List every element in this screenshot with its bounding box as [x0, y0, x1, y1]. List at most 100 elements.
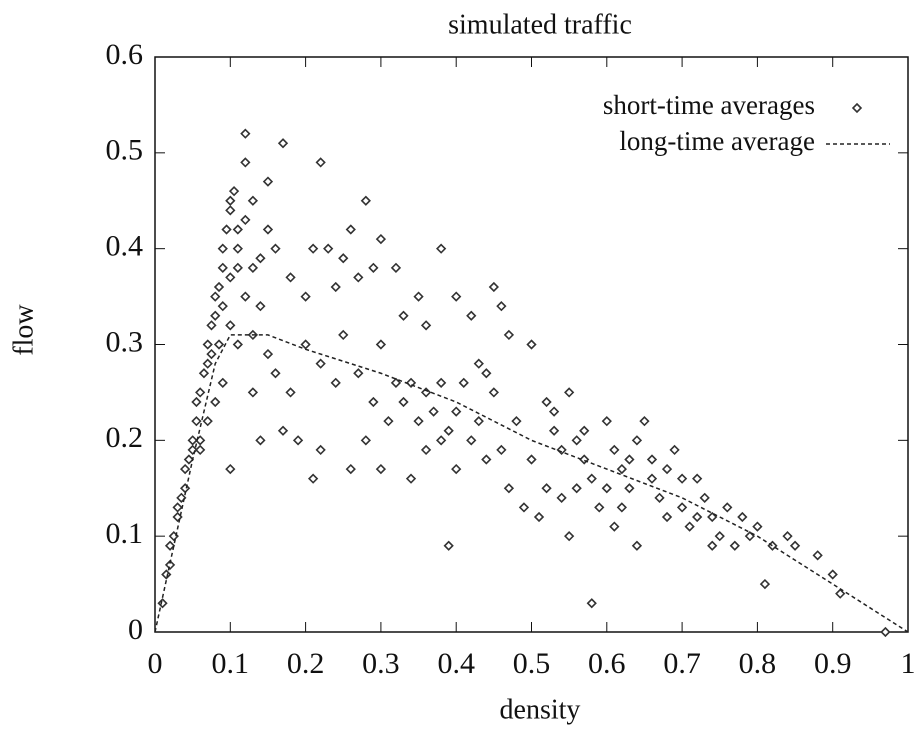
point — [669, 444, 680, 456]
point — [307, 473, 319, 484]
point — [277, 425, 289, 436]
point — [262, 348, 274, 360]
point — [616, 502, 627, 513]
point — [390, 262, 402, 273]
point — [594, 502, 605, 513]
point — [262, 176, 274, 187]
point — [202, 416, 213, 427]
point — [285, 272, 296, 283]
point — [330, 281, 341, 293]
point — [191, 416, 202, 427]
point — [436, 377, 447, 388]
point — [210, 291, 221, 302]
y-tick-label: 0.1 — [106, 517, 144, 550]
point — [526, 454, 537, 465]
point — [835, 588, 846, 599]
point — [676, 473, 688, 484]
point — [353, 368, 364, 379]
point — [548, 425, 560, 436]
point — [183, 454, 195, 465]
point — [488, 281, 499, 293]
point — [571, 483, 582, 494]
point — [782, 531, 793, 542]
y-tick-label: 0.4 — [106, 230, 144, 263]
point — [571, 435, 582, 446]
point — [157, 598, 168, 609]
point — [383, 416, 394, 427]
point — [323, 243, 334, 254]
point — [191, 396, 202, 408]
point — [300, 339, 311, 350]
point — [413, 291, 424, 302]
point — [420, 320, 432, 331]
point — [338, 253, 349, 264]
point — [375, 233, 387, 245]
point — [338, 329, 349, 341]
point — [206, 320, 217, 331]
point — [277, 138, 289, 149]
point — [639, 416, 650, 427]
point — [300, 291, 311, 302]
point — [466, 435, 477, 446]
point — [767, 540, 778, 551]
point — [722, 502, 733, 513]
point — [247, 262, 259, 273]
point — [473, 416, 484, 427]
point — [202, 339, 213, 350]
point — [624, 454, 635, 465]
x-tick-label: 0.3 — [362, 647, 400, 680]
point — [413, 416, 424, 427]
x-tick-label: 1 — [901, 647, 916, 680]
point — [699, 492, 710, 503]
point — [586, 598, 597, 609]
point — [187, 444, 198, 456]
point — [827, 569, 838, 580]
point — [443, 425, 454, 436]
y-tick-label: 0.6 — [106, 38, 144, 71]
point — [714, 531, 725, 542]
point — [210, 310, 221, 321]
point — [398, 396, 409, 408]
point — [315, 157, 326, 168]
point — [564, 531, 575, 542]
point — [789, 540, 801, 551]
point — [451, 291, 462, 302]
point — [481, 368, 492, 379]
point — [187, 435, 198, 446]
point — [225, 320, 236, 331]
point — [390, 377, 402, 388]
point — [609, 444, 620, 456]
point — [812, 550, 823, 561]
x-tick-label: 0.8 — [739, 647, 777, 680]
point — [398, 310, 409, 321]
point — [210, 396, 221, 408]
point — [556, 444, 567, 456]
point — [661, 463, 673, 475]
point — [661, 511, 673, 523]
point — [195, 444, 206, 456]
point — [213, 339, 225, 350]
point — [353, 272, 364, 283]
point — [315, 444, 326, 456]
point — [511, 416, 522, 427]
chart-title: simulated traffic — [448, 9, 632, 40]
point — [428, 406, 439, 417]
point — [247, 387, 259, 398]
point — [729, 540, 740, 551]
point — [436, 243, 447, 254]
x-tick-label: 0.6 — [588, 647, 626, 680]
point — [161, 569, 172, 580]
point — [458, 377, 469, 388]
point — [368, 262, 379, 273]
point — [228, 186, 240, 197]
point — [330, 377, 341, 388]
point — [240, 291, 251, 302]
point — [759, 578, 771, 590]
point — [684, 521, 695, 532]
point — [172, 502, 183, 513]
point — [360, 435, 371, 446]
y-tick-label: 0.3 — [106, 325, 144, 358]
x-axis-label: density — [500, 694, 581, 725]
point — [579, 425, 590, 436]
